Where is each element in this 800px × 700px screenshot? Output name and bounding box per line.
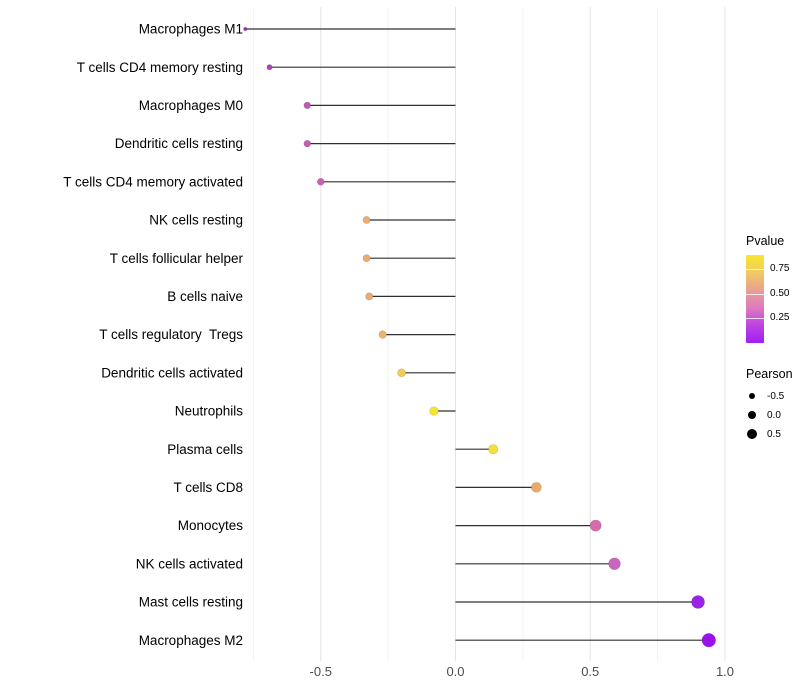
x-axis-tick-label: 1.0: [716, 664, 734, 679]
colorbar-tick: [746, 293, 764, 295]
category-label: T cells follicular helper: [110, 251, 244, 266]
pearson-legend-label: 0.5: [767, 428, 781, 440]
category-label: Mast cells resting: [139, 595, 243, 610]
pearson-legend-dot: [748, 392, 756, 400]
category-label: Dendritic cells resting: [115, 136, 243, 151]
pearson-legend-item: 0.5: [746, 428, 800, 440]
lollipop-dot: [608, 557, 621, 570]
category-label: T cells CD8: [173, 480, 243, 495]
pvalue-colorbar-row: 0.75 0.50 0.25: [746, 255, 800, 343]
category-label: Monocytes: [178, 518, 244, 533]
x-axis-tick-label: -0.5: [310, 664, 332, 679]
category-label: T cells CD4 memory resting: [77, 60, 243, 75]
pearson-legend-item: 0.0: [746, 409, 800, 421]
lollipop-dot: [303, 101, 311, 110]
colorbar-tick-label: 0.25: [770, 312, 790, 324]
category-label: Macrophages M2: [139, 633, 243, 648]
pearson-legend-dot: [746, 428, 758, 440]
x-axis-tick-label: 0.0: [446, 664, 464, 679]
category-label: Neutrophils: [175, 404, 244, 419]
lollipop-dot: [589, 519, 602, 532]
pearson-legend-label: 0.0: [767, 409, 781, 421]
lollipop-dot: [362, 254, 371, 263]
lollipop-dot: [365, 292, 374, 301]
pearson-legend-title: Pearson: [746, 367, 793, 381]
lollipop-dot: [397, 368, 406, 378]
category-label: T cells CD4 memory activated: [63, 174, 243, 189]
lollipop-dot: [243, 26, 248, 32]
pearson-legend-label: -0.5: [767, 390, 785, 402]
category-label: Macrophages M1: [139, 22, 243, 37]
colorbar-tick-label: 0.50: [770, 287, 790, 299]
lollipop-dot: [701, 633, 716, 648]
category-label: Plasma cells: [167, 442, 243, 457]
lollipop-dot: [316, 178, 325, 186]
pvalue-legend-title: Pvalue: [746, 234, 785, 248]
pvalue-colorbar: [746, 255, 764, 343]
lollipop-dot: [488, 444, 499, 455]
category-label: Macrophages M0: [139, 98, 243, 113]
colorbar-tick: [746, 318, 764, 320]
colorbar-tick-label: 0.75: [770, 263, 790, 275]
category-label: T cells regulatory Tregs: [99, 327, 243, 342]
lollipop-dot: [691, 595, 705, 609]
lollipop-dot: [266, 64, 273, 71]
pearson-legend-items: -0.5 0.0 0.5: [746, 390, 800, 440]
category-label: NK cells activated: [136, 556, 243, 571]
category-label: B cells naive: [167, 289, 243, 304]
pearson-legend-dot: [747, 410, 757, 420]
pearson-legend-item: -0.5: [746, 390, 800, 402]
x-axis-tick-label: 0.5: [581, 664, 599, 679]
colorbar-tick: [746, 269, 764, 271]
category-label: NK cells resting: [149, 213, 243, 228]
legend-panel: Pvalue 0.75 0.50 0.25 Pearson -0.5 0.0 0.5: [746, 234, 800, 447]
pearson-legend-dot-wrap: [746, 390, 758, 402]
category-label: Dendritic cells activated: [101, 365, 243, 380]
lollipop-dot: [362, 216, 371, 224]
lollipop-dot: [378, 330, 387, 339]
pearson-legend-dot-wrap: [746, 428, 758, 440]
lollipop-dot: [531, 482, 542, 493]
lollipop-dot: [429, 406, 439, 416]
pearson-legend-dot-wrap: [746, 409, 758, 421]
lollipop-dot: [303, 139, 311, 148]
